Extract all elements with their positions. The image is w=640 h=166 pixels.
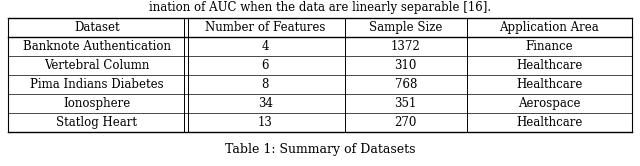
Text: 8: 8 <box>262 78 269 91</box>
Text: Table 1: Summary of Datasets: Table 1: Summary of Datasets <box>225 142 415 156</box>
Text: 13: 13 <box>258 116 273 129</box>
Text: Healthcare: Healthcare <box>516 59 582 72</box>
Text: Pima Indians Diabetes: Pima Indians Diabetes <box>30 78 164 91</box>
Text: 4: 4 <box>262 40 269 53</box>
Text: 768: 768 <box>395 78 417 91</box>
Text: 34: 34 <box>258 97 273 110</box>
Text: Finance: Finance <box>525 40 573 53</box>
Text: 1372: 1372 <box>391 40 420 53</box>
Text: ination of AUC when the data are linearly separable [16].: ination of AUC when the data are linearl… <box>149 0 491 13</box>
Text: 270: 270 <box>395 116 417 129</box>
Text: 6: 6 <box>262 59 269 72</box>
Text: 310: 310 <box>395 59 417 72</box>
Text: Application Area: Application Area <box>499 21 599 34</box>
Text: Vertebral Column: Vertebral Column <box>44 59 150 72</box>
Text: Number of Features: Number of Features <box>205 21 326 34</box>
Text: Ionosphere: Ionosphere <box>63 97 131 110</box>
Text: Healthcare: Healthcare <box>516 78 582 91</box>
Text: Healthcare: Healthcare <box>516 116 582 129</box>
Text: Sample Size: Sample Size <box>369 21 442 34</box>
Text: Dataset: Dataset <box>74 21 120 34</box>
Text: Aerospace: Aerospace <box>518 97 580 110</box>
Text: Banknote Authentication: Banknote Authentication <box>23 40 171 53</box>
Text: 351: 351 <box>395 97 417 110</box>
Text: Statlog Heart: Statlog Heart <box>56 116 138 129</box>
